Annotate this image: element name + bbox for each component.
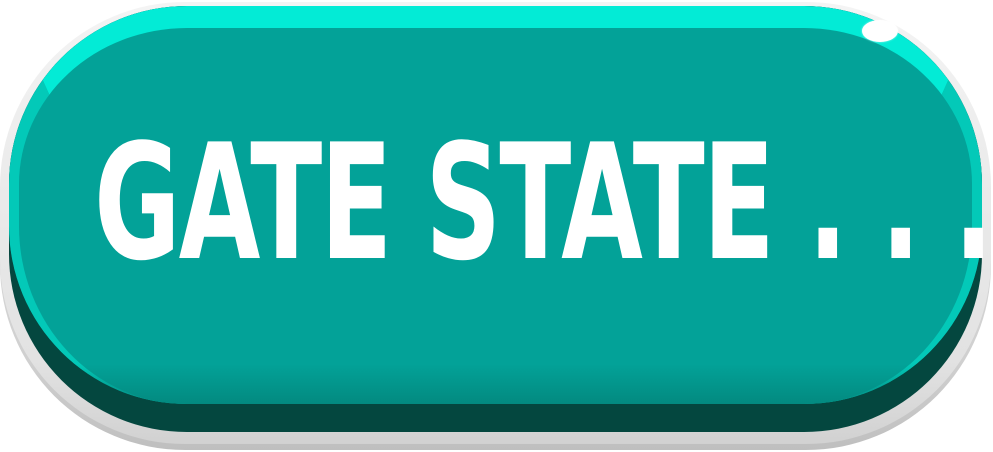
button-label: GATE STATE . . . .: [94, 109, 993, 296]
gate-state-button[interactable]: [9, 6, 982, 404]
button-highlight-rim: [9, 6, 982, 404]
button-lower-band: [9, 364, 982, 404]
gloss-highlight-icon: [862, 20, 898, 42]
